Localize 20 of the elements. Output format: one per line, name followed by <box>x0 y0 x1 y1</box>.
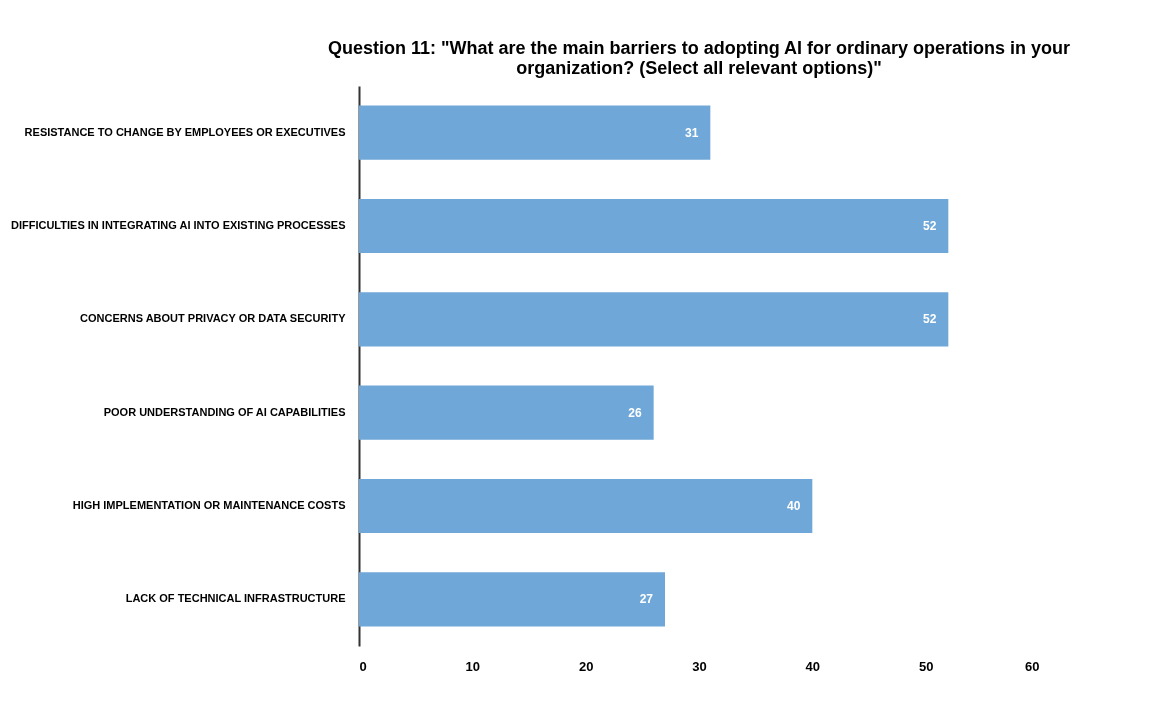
data-label: 26 <box>628 405 642 420</box>
chart-title: Question 11: "What are the main barriers to adopting AI for ordinary operations in your organization? (Select all relevant options)" <box>328 38 1070 78</box>
data-label: 31 <box>684 125 699 140</box>
x-tick-label: 50 <box>918 658 934 674</box>
data-label: 52 <box>922 312 937 327</box>
y-tick-label: POOR UNDERSTANDING OF AI CAPABILITIES <box>103 405 346 418</box>
y-tick-label: CONCERNS ABOUT PRIVACY OR DATA SECURITY <box>80 312 347 325</box>
x-tick-label: 40 <box>805 658 821 674</box>
x-tick-label: 0 <box>359 658 367 674</box>
x-tick-label: 60 <box>1025 658 1040 674</box>
data-label: 27 <box>639 592 654 607</box>
y-tick-label: HIGH IMPLEMENTATION OR MAINTENANCE COSTS <box>72 499 346 511</box>
x-tick-label: 10 <box>465 658 481 674</box>
y-tick-label: DIFFICULTIES IN INTEGRATING AI INTO EXISTING PROCESSES <box>10 219 346 231</box>
y-tick-label: LACK OF TECHNICAL INFRASTRUCTURE <box>125 592 346 605</box>
data-label: 52 <box>922 219 937 233</box>
y-tick-label: RESISTANCE TO CHANGE BY EMPLOYEES OR EXECUTIVES <box>24 125 346 138</box>
data-label: 40 <box>786 499 801 513</box>
x-tick-label: 20 <box>578 658 594 674</box>
x-tick-label: 30 <box>692 658 707 674</box>
